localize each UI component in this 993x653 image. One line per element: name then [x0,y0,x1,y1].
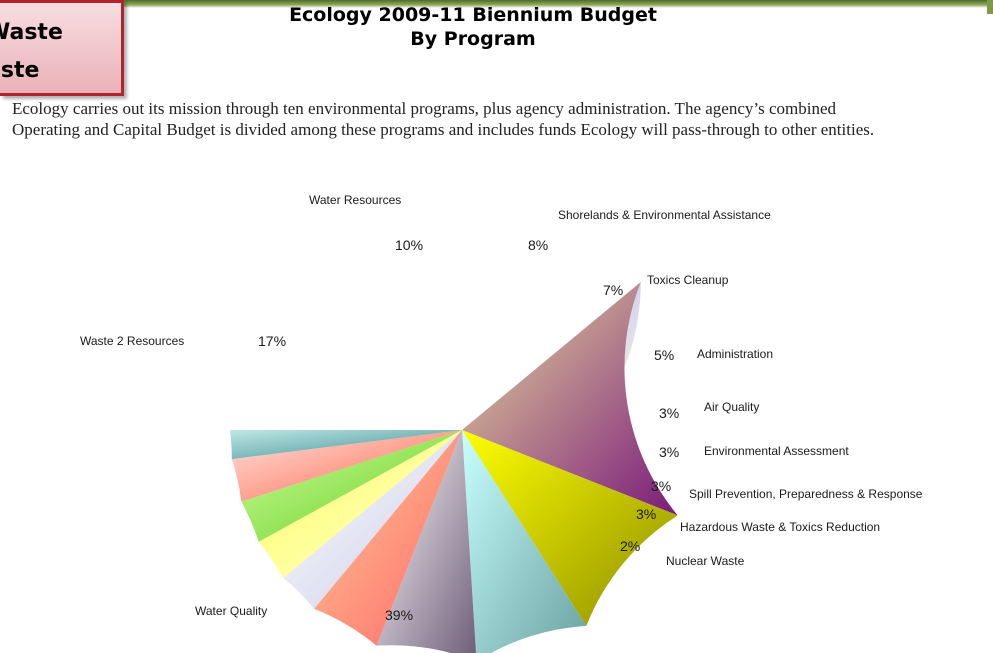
slice-value-label-10: 3% [636,506,656,522]
pie-slice-10 [231,430,462,502]
slice-label-6: Administration [697,347,773,361]
callout-line-1: Waste [0,20,63,45]
slice-value-label-6: 5% [654,347,674,363]
slice-value-label-4: 8% [528,237,548,253]
pie-slice-6 [314,430,462,646]
intro-paragraph: Ecology carries out its mission through … [12,99,875,139]
chart-title: Ecology 2009-11 Biennium Budget [289,4,657,26]
callout-box: Waste aste [0,0,124,96]
slice-label-7: Air Quality [704,400,759,414]
pie-slice-7 [283,430,462,609]
pie-slice-5 [376,430,477,653]
slice-value-label-7: 3% [659,405,679,421]
top-border [0,0,993,8]
chart-subtitle: By Program [410,28,536,50]
slice-label-1: Water Quality [195,604,267,618]
slice-label-9: Spill Prevention, Preparedness & Respons… [689,487,923,501]
pie-slice-2 [462,282,678,516]
slice-label-2: Waste 2 Resources [80,334,184,348]
slice-label-10: Hazardous Waste & Toxics Reduction [680,520,880,534]
slice-value-label-8: 3% [659,444,679,460]
corner-accent [987,0,993,14]
slice-value-label-11: 2% [620,538,640,554]
pie-slice-8 [258,430,462,578]
slice-label-11: Nuclear Waste [666,554,745,568]
slice-value-label-2: 17% [258,333,286,349]
callout-line-2: aste [0,58,40,83]
pie-slice-4 [462,430,587,653]
slice-label-8: Environmental Assessment [704,444,849,458]
slice-value-label-5: 7% [603,282,623,298]
slice-value-label-3: 10% [395,237,423,253]
pie-slice-11 [230,430,462,460]
slice-value-label-9: 3% [651,478,671,494]
pie-slice-9 [241,430,462,542]
pie-slice-3 [462,430,678,626]
slice-label-5: Toxics Cleanup [647,273,729,287]
slice-value-label-1: 39% [385,607,413,623]
slice-label-4: Shorelands & Environmental Assistance [558,208,771,222]
slice-label-3: Water Resources [309,193,401,207]
